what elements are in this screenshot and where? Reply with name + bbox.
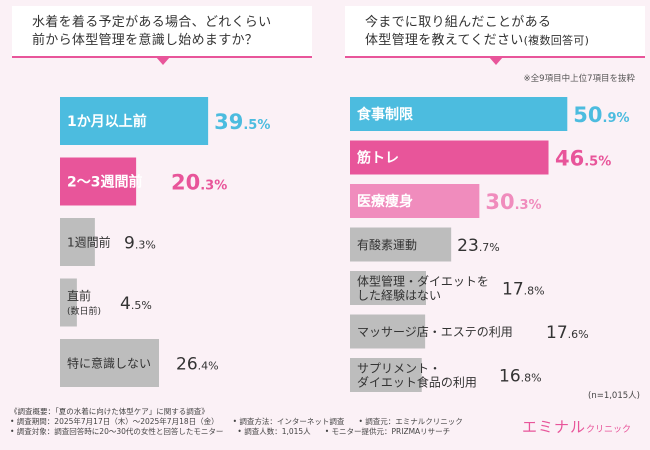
footer-source: • 調査元：エミナルクリニック — [358, 417, 463, 427]
left-question-line-2: 前から体型管理を意識し始めますか？ — [32, 33, 259, 48]
left-question-line-1: 水着を着る予定がある場合、どれくらい — [32, 15, 272, 30]
left-value-label-5: 26.4% — [176, 354, 219, 374]
right-bar-2 — [350, 140, 549, 175]
right-question-line-2: 体型管理を教えてください(複数回答可) — [365, 32, 635, 50]
right-category-label-5-line-2: した経験はない — [357, 287, 441, 302]
right-category-label-7-line-1: サプリメント・ — [357, 361, 441, 375]
left-category-label-1: 1か月以上前 — [67, 113, 147, 130]
right-category-label-6: マッサージ店・エステの利用 — [357, 325, 513, 339]
left-category-label-4-line-1: 直前 — [67, 288, 91, 303]
footer-provider: • モニター提供元：PRIZMAリサーチ — [324, 427, 451, 437]
right-bar-7 — [350, 358, 422, 392]
left-question-box: 水着を着る予定がある場合、どれくらい 前から体型管理を意識し始めますか？ — [12, 6, 312, 65]
logo-sub: クリニック — [586, 425, 632, 435]
right-category-label-1: 食事制限 — [357, 106, 413, 123]
left-category-label-4-line-2: (数日前) — [67, 305, 101, 317]
right-value-label-3: 30.3% — [485, 190, 541, 214]
eminal-clinic-logo: エミナルクリニック — [522, 416, 631, 437]
right-value-label-2: 46.5% — [555, 146, 611, 170]
left-value-label-1: 39.5% — [214, 110, 270, 134]
left-category-label-2: 2～3週間前 — [67, 174, 142, 191]
right-category-label-7-line-2: ダイエット食品の利用 — [357, 374, 477, 389]
right-category-label-4: 有酸素運動 — [357, 237, 417, 252]
right-bar-1 — [350, 97, 568, 131]
right-value-label-1: 50.9% — [573, 103, 629, 127]
top7-note: ※全9項目中上位7項目を抜粋 — [523, 74, 635, 84]
right-question-line-2-main: 体型管理を教えてください — [365, 33, 524, 48]
survey-footer: 《調査概要：「夏の水着に向けた体型ケア」に関する調査》 • 調査期間：2025年… — [10, 407, 530, 438]
footer-count: • 調査人数：1,015人 — [237, 427, 311, 437]
right-bar-3 — [350, 184, 480, 218]
right-question-panel: 今までに取り組んだことがある 体型管理を教えてください(複数回答可) ※全9項目… — [345, 0, 645, 400]
left-bar-5 — [60, 339, 159, 387]
right-bar-6 — [350, 314, 426, 349]
right-category-label-2: 筋トレ — [357, 150, 399, 167]
left-question-panel: 水着を着る予定がある場合、どれくらい 前から体型管理を意識し始めますか？ — [12, 0, 312, 400]
left-value-label-2: 20.3% — [171, 170, 227, 194]
right-question-pointer — [489, 57, 503, 65]
right-value-label-6: 17.6% — [546, 323, 589, 343]
left-category-label-5: 特に意識しない — [67, 355, 151, 370]
left-bar-1 — [60, 97, 209, 145]
left-category-label-3: 1週間前 — [67, 234, 111, 249]
sample-size-label: (n=1,015人) — [588, 391, 640, 401]
right-bar-4 — [350, 227, 452, 262]
left-bar-4 — [60, 278, 77, 327]
footer-target: • 調査対象：調査回答時に20～30代の女性と回答したモニター — [10, 427, 224, 437]
right-category-label-5-line-1: 体型管理・ダイエットを — [357, 273, 489, 288]
left-question-pointer — [156, 57, 170, 65]
footer-period: • 調査期間：2025年7月17日（木）～2025年7月18日（金） — [10, 417, 219, 427]
footer-line-3: • 調査対象：調査回答時に20～30代の女性と回答したモニター • 調査人数：1,… — [10, 427, 530, 437]
footer-method: • 調査方法：インターネット調査 — [232, 417, 345, 427]
left-bar-3 — [60, 218, 95, 266]
right-value-label-5: 17.8% — [502, 279, 545, 299]
bar-charts: 1か月以上前 39.5% 2～3週間前 20.3% 1週間前 9.3% 直前 (数日前) 4.5… — [60, 97, 630, 392]
left-bar-2 — [60, 157, 137, 206]
footer-line-1: 《調査概要：「夏の水着に向けた体型ケア」に関する調査》 — [10, 407, 209, 416]
right-category-label-3: 医療痩身 — [357, 193, 413, 210]
right-question-line-1: 今までに取り組んだことがある — [365, 15, 552, 30]
left-value-label-3: 9.3% — [124, 233, 156, 253]
logo-main: エミナル — [522, 418, 587, 436]
right-bar-5 — [350, 271, 426, 305]
left-value-label-4: 4.5% — [120, 294, 152, 314]
footer-line-2: • 調査期間：2025年7月17日（木）～2025年7月18日（金） • 調査方法… — [10, 417, 530, 427]
right-question-box: 今までに取り組んだことがある 体型管理を教えてください(複数回答可) — [345, 6, 645, 65]
right-question-suffix: (複数回答可) — [523, 34, 590, 47]
right-value-label-4: 23.7% — [457, 236, 500, 256]
right-value-label-7: 16.8% — [499, 366, 542, 386]
